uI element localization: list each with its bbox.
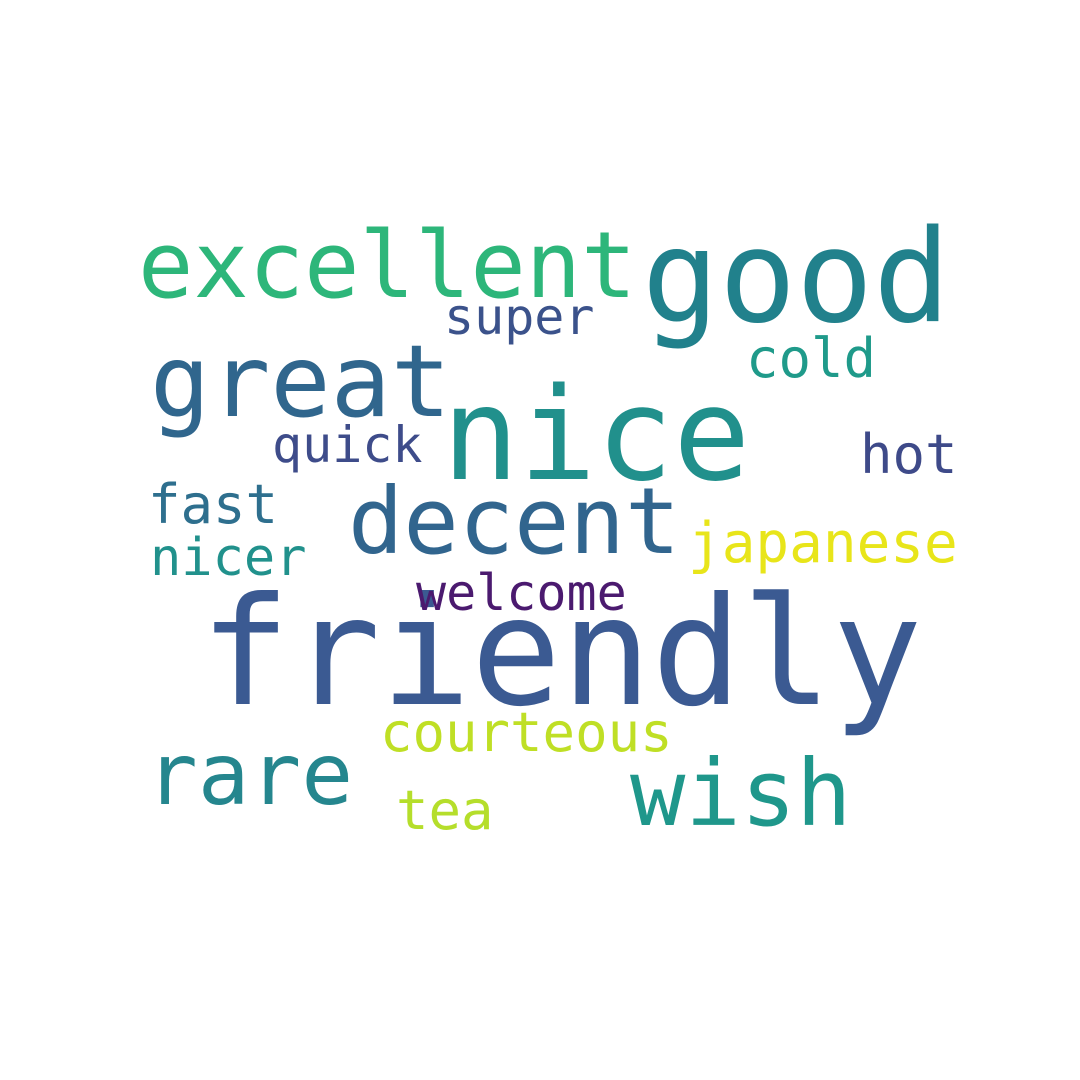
word-wish: wish [630, 740, 852, 847]
word-hot: hot [860, 423, 958, 486]
word-tea: tea [396, 779, 494, 842]
word-decent: decent [348, 468, 681, 575]
word-japanese: japanese [688, 511, 958, 576]
word-friendly: friendly [200, 566, 923, 740]
word-great: great [150, 323, 452, 440]
word-nicer: nicer [150, 528, 307, 588]
word-rare: rare [146, 725, 354, 825]
word-good: good [642, 203, 951, 352]
word-nice: nice [442, 361, 751, 510]
word-excellent: excellent [138, 212, 637, 319]
word-super: super [444, 288, 595, 346]
word-quick: quick [272, 416, 423, 474]
word-courteous: courteous [380, 701, 673, 764]
word-fast: fast [148, 473, 279, 536]
word-welcome: welcome [416, 564, 627, 622]
word-cold: cold [746, 327, 877, 390]
